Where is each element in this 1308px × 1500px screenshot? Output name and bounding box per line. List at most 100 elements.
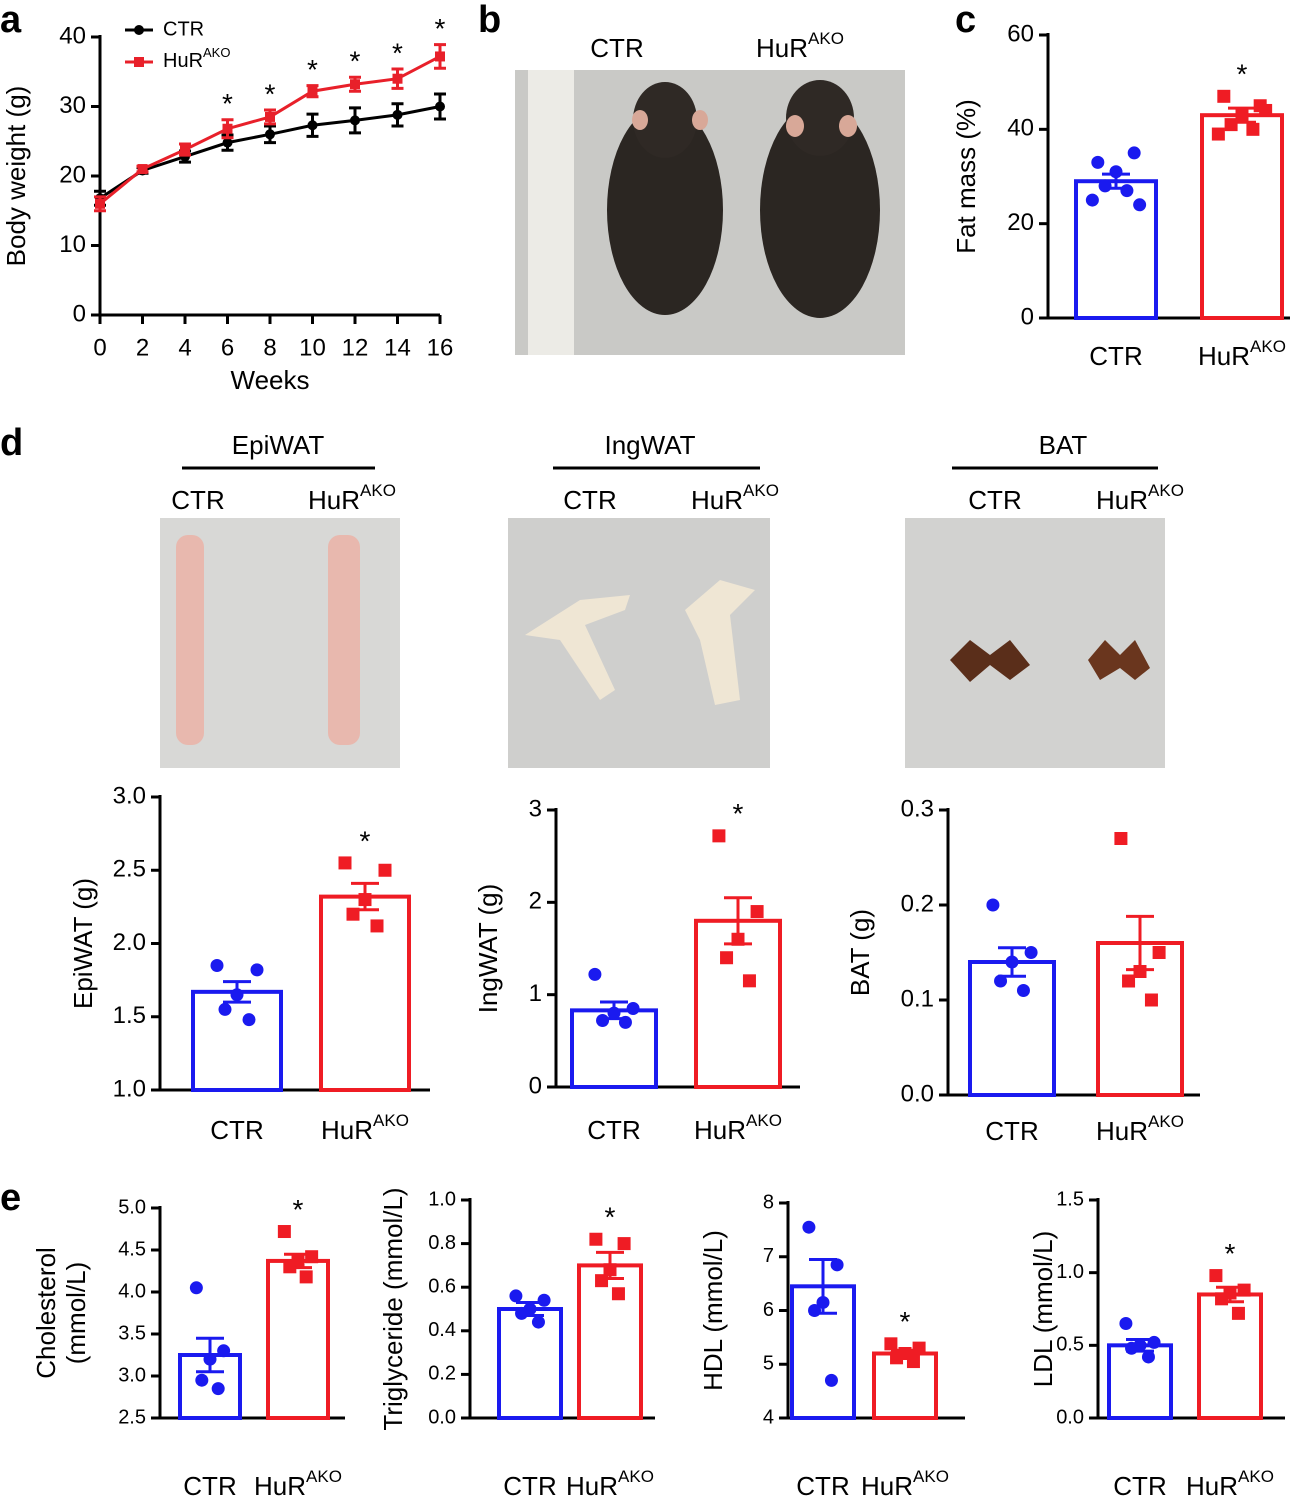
data-point <box>346 907 360 921</box>
y-tick-label: 2.5 <box>118 1406 146 1428</box>
x-tick-label: CTR <box>210 1115 263 1145</box>
y-tick-label: 30 <box>59 92 86 119</box>
bar <box>570 1008 658 1090</box>
x-tick-label-sup: AKO <box>913 1467 949 1486</box>
data-point <box>712 829 726 843</box>
data-point <box>1114 832 1128 845</box>
data-point <box>607 1006 621 1020</box>
photo-label-sup: AKO <box>808 29 844 48</box>
data-point <box>195 1373 209 1387</box>
significance: * <box>392 37 403 68</box>
data-point <box>189 1281 203 1295</box>
y-tick-label: 0 <box>529 1072 542 1099</box>
y-tick-label: 3.0 <box>113 782 146 809</box>
bar <box>191 989 283 1092</box>
x-tick-label: HuRAKO <box>321 1111 409 1145</box>
x-tick-label: 16 <box>427 334 454 361</box>
y-tick-label: 0.0 <box>1056 1406 1084 1428</box>
photo-label-sup: AKO <box>360 481 396 500</box>
y-tick-label: 1.5 <box>113 1002 146 1029</box>
data-point <box>392 109 403 120</box>
y-tick-label: 0.2 <box>901 890 934 917</box>
data-point <box>211 1382 225 1396</box>
x-tick-label: CTR <box>1089 341 1142 371</box>
x-tick-label-base: HuR <box>566 1471 618 1500</box>
y-tick-label: 0.3 <box>901 795 934 822</box>
data-point <box>95 198 105 209</box>
data-point <box>731 932 745 946</box>
data-point <box>1122 974 1136 988</box>
x-tick-label-base: HuR <box>321 1115 373 1145</box>
y-axis-label: Cholesterol <box>31 1247 61 1379</box>
data-point <box>1109 165 1123 179</box>
x-tick-label: HuRAKO <box>861 1467 949 1500</box>
x-tick-label-sup: AKO <box>1250 337 1286 356</box>
x-tick-label: 8 <box>263 334 276 361</box>
data-point <box>1098 179 1112 193</box>
y-tick-label: 0.8 <box>428 1232 456 1254</box>
data-point <box>338 856 352 870</box>
data-point <box>250 963 264 977</box>
x-tick-label-sup: AKO <box>1238 1467 1274 1486</box>
significance: * <box>222 88 233 119</box>
data-point <box>137 164 148 175</box>
x-tick-label-sup: AKO <box>618 1467 654 1486</box>
legend-label-base: HuR <box>163 50 203 72</box>
y-tick-label: 0 <box>1021 303 1034 330</box>
x-tick-label: 14 <box>384 334 411 361</box>
x-tick-label-base: HuR <box>694 1115 746 1145</box>
photo-ingwat <box>508 518 770 768</box>
data-point <box>994 974 1008 988</box>
significance: * <box>265 78 276 109</box>
y-axis-label: Triglyceride (mmol/L) <box>378 1187 408 1430</box>
y-tick-label: 1.0 <box>428 1188 456 1210</box>
data-point <box>986 898 1000 912</box>
legend-marker <box>134 25 144 35</box>
y-tick-label: 40 <box>59 22 86 49</box>
data-point <box>1141 1350 1155 1364</box>
bar <box>266 1258 330 1421</box>
data-point <box>1127 146 1141 160</box>
significance: * <box>1237 59 1248 90</box>
data-point <box>1246 122 1260 136</box>
data-point <box>596 1014 610 1028</box>
data-point <box>537 1293 551 1307</box>
y-tick-label: 2.0 <box>113 929 146 956</box>
data-point <box>1231 1306 1245 1320</box>
x-tick-label: CTR <box>796 1471 849 1500</box>
data-point <box>299 1270 313 1284</box>
photo-label-sup: AKO <box>743 481 779 500</box>
data-point <box>830 1258 844 1272</box>
x-tick-label-sup: AKO <box>1148 1112 1184 1131</box>
data-point <box>350 79 360 90</box>
y-tick-label: 0.0 <box>901 1080 934 1107</box>
data-point <box>531 1315 545 1329</box>
data-point <box>1147 1335 1161 1349</box>
data-point <box>617 1237 631 1251</box>
panel-letter: d <box>0 422 23 464</box>
x-tick-label: HuRAKO <box>1198 337 1286 371</box>
data-point <box>277 1225 291 1239</box>
data-point <box>305 1250 319 1264</box>
data-point <box>1024 946 1038 959</box>
legend-label-sup: AKO <box>203 46 230 61</box>
y-axis-label: IngWAT (g) <box>473 884 503 1014</box>
photo-title: BAT <box>1039 430 1088 460</box>
data-point <box>1133 198 1147 212</box>
x-tick-label: 12 <box>342 334 369 361</box>
x-tick-label: HuRAKO <box>566 1467 654 1500</box>
data-point <box>589 1232 603 1246</box>
data-point <box>1016 984 1030 997</box>
data-point <box>1237 1283 1251 1297</box>
y-tick-label: 4.0 <box>118 1280 146 1302</box>
significance: * <box>1225 1238 1236 1269</box>
data-point <box>378 863 392 877</box>
y-axis-label: (mmol/L) <box>61 1262 91 1365</box>
panel-letter: b <box>478 0 501 41</box>
y-tick-label: 8 <box>763 1191 774 1213</box>
significance: * <box>293 1194 304 1225</box>
legend-label: HuRAKO <box>163 46 230 73</box>
x-tick-label: HuRAKO <box>1186 1467 1274 1500</box>
data-point <box>1211 127 1225 141</box>
data-point <box>1152 946 1166 959</box>
